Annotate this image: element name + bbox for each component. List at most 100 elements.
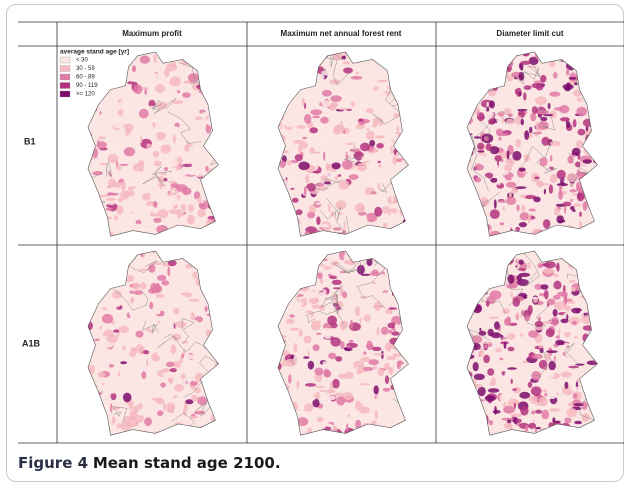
map-patch (378, 232, 390, 237)
map-patch (576, 251, 581, 255)
map-patch (566, 236, 569, 240)
map-patch (130, 212, 132, 214)
map-patch (584, 382, 596, 387)
map-patch (211, 68, 213, 77)
map-patch (278, 288, 288, 292)
map-patch (461, 353, 464, 361)
map-patch (488, 118, 495, 124)
map-patch (374, 385, 379, 394)
map-patch (224, 360, 226, 369)
map-patch (320, 117, 329, 124)
map-patch (121, 275, 125, 284)
map-patch (544, 432, 551, 434)
map-boundary (567, 229, 586, 241)
map-patch (85, 294, 94, 302)
map-patch (273, 292, 275, 295)
map-patch (535, 96, 547, 105)
map-patch (268, 289, 279, 295)
map-patch (181, 138, 183, 141)
map-patch (557, 52, 564, 56)
map-patch (542, 410, 550, 420)
map-patch (404, 226, 409, 232)
map-patch (270, 192, 274, 197)
map-patch (559, 220, 566, 223)
map-patch (224, 409, 234, 416)
map-patch (308, 361, 314, 370)
map-patch (470, 62, 478, 65)
map-patch (555, 248, 561, 255)
map-patch (377, 250, 380, 259)
map-patch (163, 402, 166, 411)
map-patch (146, 144, 151, 149)
map-patch (269, 387, 274, 393)
map-patch (182, 193, 185, 200)
map-boundary (474, 245, 494, 265)
map-patch (597, 198, 606, 206)
map-patch (571, 152, 579, 155)
map-patch (172, 127, 179, 130)
map-patch (335, 309, 346, 315)
map-patch (485, 395, 496, 401)
map-patch (589, 287, 595, 293)
map-patch (143, 311, 152, 318)
map-patch (203, 292, 210, 295)
map-patch (548, 103, 551, 109)
map-patch (308, 351, 310, 356)
map-patch (573, 90, 582, 97)
map-patch (576, 182, 581, 191)
map-patch (474, 289, 476, 298)
map-patch (122, 346, 126, 350)
map-patch (299, 329, 303, 337)
map-patch (93, 263, 104, 272)
map-patch (469, 75, 474, 82)
map-patch (284, 274, 290, 281)
map-patch (543, 381, 548, 389)
map-patch (129, 310, 133, 316)
legend-label: 90 - 119 (76, 83, 98, 89)
map-patch (569, 77, 577, 80)
map-patch (368, 227, 377, 232)
map-patch (469, 194, 479, 198)
map-patch (124, 147, 135, 156)
map-patch (228, 436, 231, 438)
map-patch (79, 422, 85, 425)
map-patch (472, 217, 484, 224)
map-patch (127, 424, 135, 426)
map-patch (483, 355, 490, 363)
map-patch (603, 376, 613, 381)
map-patch (502, 432, 505, 441)
map-patch (75, 278, 87, 282)
map-patch (276, 90, 281, 99)
map-patch (275, 358, 283, 364)
map-patch (316, 437, 323, 440)
map-patch (322, 413, 326, 417)
map-patch (332, 162, 341, 169)
map-patch (148, 342, 151, 345)
map-patch (181, 204, 186, 211)
map-patch (487, 368, 494, 376)
map-patch (285, 284, 293, 288)
map-patch (273, 299, 284, 306)
map-patch (276, 82, 284, 90)
map-patch (290, 234, 301, 241)
map-patch (282, 404, 293, 410)
map-patch (78, 289, 86, 297)
map-patch (79, 122, 85, 130)
map-patch (280, 75, 292, 79)
map-patch (590, 85, 596, 93)
map-patch (549, 184, 553, 194)
map-patch (554, 421, 561, 423)
map-patch (473, 283, 484, 287)
map-patch (578, 257, 581, 259)
map-patch (495, 348, 502, 353)
map-patch (474, 66, 482, 70)
map-patch (196, 84, 208, 90)
map-patch (350, 320, 353, 329)
map-patch (381, 327, 389, 335)
map-patch (407, 389, 413, 399)
map-patch (403, 258, 408, 266)
map-patch (518, 268, 526, 271)
map-patch (594, 287, 600, 293)
map-patch (400, 434, 411, 439)
map-patch (182, 126, 189, 136)
